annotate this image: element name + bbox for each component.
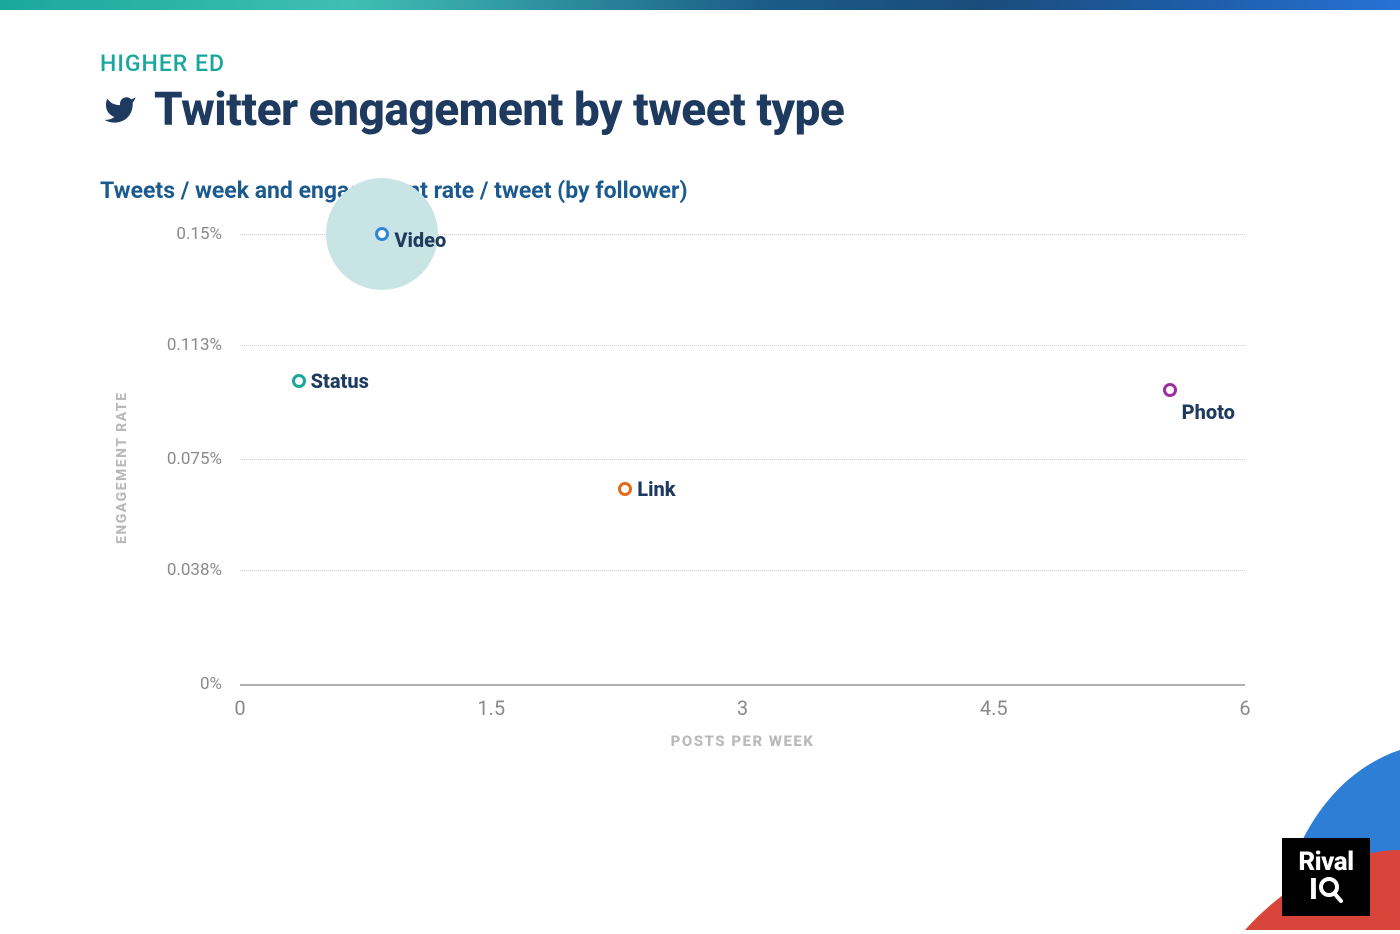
x-tick-label: 0: [234, 696, 245, 720]
y-tick-label: 0.038%: [167, 560, 222, 580]
data-point-label-video: Video: [394, 228, 446, 252]
twitter-icon: [100, 93, 140, 127]
magnifier-q-icon: [1319, 877, 1343, 903]
top-accent-bar: [0, 0, 1400, 10]
brand-logo-i: I: [1309, 875, 1317, 905]
eyebrow-category: HIGHER ED: [100, 50, 1340, 77]
data-point-link: [618, 482, 632, 496]
y-gridline: [240, 345, 1245, 346]
y-tick-label: 0.15%: [176, 224, 222, 244]
x-tick-label: 1.5: [477, 696, 505, 720]
brand-logo: Rival I: [1282, 838, 1370, 916]
y-tick-label: 0.113%: [167, 335, 222, 355]
x-tick-label: 4.5: [980, 696, 1008, 720]
y-gridline: [240, 570, 1245, 571]
x-axis-title: POSTS PER WEEK: [671, 732, 815, 750]
y-gridline: [240, 459, 1245, 460]
y-tick-label: 0%: [200, 674, 222, 694]
data-point-label-link: Link: [637, 477, 675, 501]
data-point-video: [375, 227, 389, 241]
content-area: HIGHER ED Twitter engagement by tweet ty…: [100, 50, 1340, 684]
x-tick-label: 6: [1239, 696, 1250, 720]
data-point-status: [292, 374, 306, 388]
y-tick-label: 0.075%: [167, 449, 222, 469]
chart-container: ENGAGEMENT RATE 0%0.038%0.075%0.113%0.15…: [120, 234, 1340, 684]
brand-logo-top: Rival: [1298, 849, 1353, 875]
y-axis-title: ENGAGEMENT RATE: [114, 392, 130, 544]
chart-plot-area: 0%0.038%0.075%0.113%0.15%01.534.56POSTS …: [240, 234, 1245, 684]
x-axis-line: [240, 684, 1245, 686]
x-tick-label: 3: [737, 696, 748, 720]
data-point-photo: [1163, 383, 1177, 397]
chart-subtitle: Tweets / week and engagement rate / twee…: [100, 177, 1340, 204]
data-point-label-photo: Photo: [1182, 400, 1235, 424]
title-row: Twitter engagement by tweet type: [100, 83, 1340, 137]
page-title: Twitter engagement by tweet type: [154, 83, 844, 137]
brand-logo-bottom: I: [1309, 875, 1343, 905]
data-point-label-status: Status: [311, 369, 369, 393]
